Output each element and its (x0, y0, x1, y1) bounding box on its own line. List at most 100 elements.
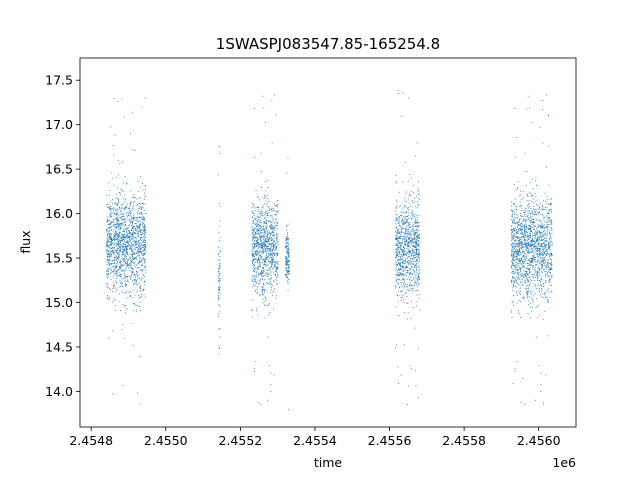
data-point (538, 245, 540, 247)
data-point (414, 255, 416, 257)
data-point (124, 337, 126, 339)
data-point (141, 250, 143, 252)
data-point (126, 251, 127, 253)
data-point (514, 255, 516, 257)
data-point (544, 241, 545, 243)
data-point (259, 294, 261, 295)
data-point (550, 284, 552, 286)
data-point (525, 236, 527, 238)
data-point (143, 228, 145, 230)
data-point (285, 273, 287, 275)
data-point (530, 293, 532, 295)
data-point (271, 260, 273, 262)
data-point (541, 254, 543, 256)
data-point (549, 233, 551, 235)
data-point (266, 234, 268, 235)
data-point (409, 222, 411, 224)
data-point (143, 258, 145, 260)
data-point (286, 236, 288, 238)
data-point (130, 232, 131, 234)
data-point (130, 213, 131, 214)
data-point (544, 264, 545, 266)
data-point (516, 221, 518, 223)
data-point (545, 233, 547, 234)
data-point (530, 225, 532, 227)
data-point (124, 284, 126, 286)
data-point (255, 281, 257, 283)
data-point (287, 238, 289, 240)
data-point (269, 253, 271, 255)
data-point (511, 233, 512, 235)
data-point (266, 273, 268, 275)
data-point (529, 234, 531, 236)
data-point (110, 215, 112, 217)
data-point (121, 265, 123, 267)
data-point (131, 244, 133, 246)
data-point (109, 256, 111, 258)
data-point (407, 221, 409, 223)
data-point (274, 230, 276, 231)
data-point (113, 213, 115, 214)
data-point (122, 269, 124, 271)
data-point (545, 94, 547, 96)
data-point (107, 298, 109, 300)
data-point (261, 271, 263, 273)
data-point (262, 204, 264, 206)
data-point (117, 235, 119, 237)
data-point (287, 250, 289, 252)
data-point (288, 270, 290, 271)
data-point (143, 253, 145, 254)
data-point (529, 221, 531, 223)
data-point (110, 272, 112, 273)
data-point (130, 133, 131, 134)
data-point (114, 287, 116, 289)
data-point (143, 207, 145, 209)
data-point (519, 260, 521, 262)
data-point (396, 294, 398, 296)
data-point (120, 217, 122, 219)
data-point (274, 241, 275, 243)
data-point (418, 252, 420, 254)
data-point (513, 304, 514, 306)
data-point (398, 237, 399, 239)
data-point (514, 268, 516, 270)
data-point (546, 225, 548, 227)
data-point (262, 264, 264, 266)
data-point (516, 254, 518, 256)
data-point (521, 266, 523, 268)
data-point (401, 207, 403, 209)
data-point (124, 245, 126, 247)
data-point (272, 259, 274, 260)
data-point (410, 232, 411, 234)
data-point (411, 368, 413, 370)
data-point (139, 286, 140, 288)
data-point (400, 258, 402, 260)
data-point (415, 260, 417, 262)
data-point (260, 232, 262, 234)
data-point (518, 284, 520, 286)
data-point (131, 238, 133, 240)
data-point (218, 174, 220, 176)
data-point (550, 264, 552, 266)
data-point (138, 225, 140, 227)
data-point (277, 274, 279, 276)
data-point (270, 284, 272, 286)
data-point (544, 237, 545, 239)
data-point (403, 216, 405, 218)
data-point (526, 273, 528, 275)
data-point (397, 268, 399, 270)
data-point (540, 235, 542, 237)
data-point (523, 239, 525, 241)
data-point (513, 263, 515, 265)
data-point (533, 222, 534, 224)
data-point (140, 231, 142, 233)
data-point (417, 204, 419, 206)
data-point (130, 201, 131, 203)
data-point (396, 264, 398, 265)
data-point (115, 270, 117, 272)
data-point (286, 263, 288, 265)
data-point (108, 220, 110, 222)
data-point (401, 228, 403, 230)
data-point (411, 243, 413, 245)
data-point (404, 267, 406, 269)
